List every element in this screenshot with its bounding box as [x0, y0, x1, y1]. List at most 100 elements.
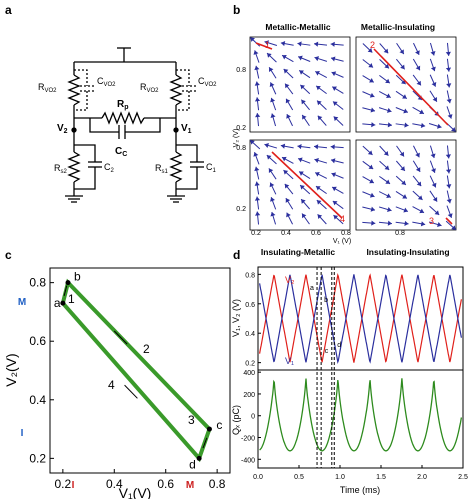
c-loop-trajectory	[60, 278, 212, 463]
c-point-label-b: b	[74, 270, 81, 284]
vf-arrow-head	[370, 206, 376, 212]
d-xtick-label: 2.0	[417, 474, 427, 481]
c-ytick-label: 0.6	[29, 334, 46, 348]
c-point-label-d: d	[189, 457, 196, 471]
vf-arrow-head	[254, 65, 260, 71]
vf-arrow-head	[284, 183, 290, 189]
panel-letter-b: b	[233, 3, 240, 17]
vf-arrow-head	[431, 182, 437, 188]
vf-arrow-head	[301, 99, 306, 105]
vf-arrow-head	[264, 142, 269, 148]
vf-arrow-head	[330, 41, 335, 47]
vf-arrow-head	[332, 86, 337, 91]
d-xtick-label: 0.0	[253, 474, 263, 481]
c-arrow-label-3: 3	[188, 413, 195, 427]
c-ylabel: V₂(V)	[3, 353, 19, 386]
vf-arrow-head	[269, 182, 275, 188]
d-series-q	[259, 378, 463, 452]
vf-arrow-head	[387, 122, 392, 128]
c-xtick-label: 0.6	[157, 477, 174, 491]
b-xlabel: V₁ (V)	[333, 238, 351, 245]
vf-arrow-head	[430, 51, 436, 56]
c-arrow-label-2: 2	[143, 342, 150, 356]
label-cc: CC	[115, 146, 127, 158]
vf-arrow-head	[298, 55, 303, 61]
vf-arrow-head	[330, 144, 335, 150]
d-legend-v2: V₂	[285, 275, 295, 285]
b-ylabel: V₂ (V)	[233, 129, 240, 148]
d-xtick-label: 0.5	[294, 474, 304, 481]
b-xtick-0.8: 0.8	[341, 230, 351, 237]
d-xtick-label: 2.5	[458, 474, 468, 481]
vf-arrow-head	[404, 220, 409, 226]
vf-arrow-head	[403, 108, 408, 114]
vf-arrow-head	[402, 194, 407, 199]
vf-arrow-head	[434, 210, 440, 215]
d-bottom-ytick-label: -200	[241, 436, 255, 443]
vf-arrow-head	[317, 214, 323, 219]
d-bottom-frame	[257, 369, 464, 469]
vf-arrow-head	[333, 215, 339, 220]
c-point-label-c: c	[216, 418, 222, 432]
vf-arrow-head	[283, 170, 289, 175]
vf-arrow-head	[446, 184, 452, 189]
vf-arrow-head	[266, 155, 272, 160]
d-xlabel: Time (ms)	[340, 485, 380, 495]
vf-arrow-head	[314, 41, 319, 47]
vf-trajectory-1	[255, 42, 273, 50]
vf-arrow-head	[430, 153, 436, 159]
trajectory-label-4: 4	[340, 214, 345, 224]
d-bottom-ytick-label: 400	[243, 370, 255, 377]
vf-arrow-head	[331, 56, 336, 62]
vf-arrow-head	[314, 144, 319, 150]
vf-arrow-head	[286, 212, 291, 218]
vf-arrow-head	[285, 83, 290, 89]
vf-arrow-head	[445, 169, 452, 174]
vf-arrow-head	[369, 92, 375, 98]
vf-arrow-head	[415, 65, 421, 71]
vf-arrow-head	[315, 171, 320, 177]
vf-arrow-head	[314, 157, 319, 163]
vf-box-ii	[355, 139, 457, 231]
vf-arrow-head	[403, 207, 408, 213]
vf-arrow-head	[385, 78, 390, 84]
vf-arrow-head	[300, 185, 305, 190]
vf-box-mm	[249, 36, 351, 133]
vf-arrow-head	[298, 157, 303, 163]
c-point-c	[206, 426, 212, 432]
vf-arrow-head	[386, 193, 391, 199]
vf-arrow-head	[400, 166, 405, 171]
vf-arrow-head	[420, 122, 426, 128]
vf-arrow-head	[400, 64, 405, 70]
phase-loop-chart: 0.2 0.2 0.4 0.4 0.6 0.6 0.8 0.8 ab c d V₂(V) V₁(V…	[3, 267, 231, 499]
vf-arrow-head	[316, 85, 321, 91]
vf-arrow-head	[254, 196, 261, 201]
d-top-ytick-label: 0.4	[245, 331, 255, 338]
trajectory-label-1: 1	[265, 40, 270, 50]
c-point-a	[60, 300, 66, 306]
c1-wire-bottom	[176, 167, 198, 190]
vf-arrow-head	[285, 198, 291, 203]
vf-arrow-head	[385, 179, 391, 184]
vf-arrow-head	[255, 211, 261, 216]
title-metallic-metallic: Metallic-Metallic	[265, 22, 330, 32]
vf-arrow-head	[387, 207, 392, 213]
vf-arrow-head	[384, 165, 390, 170]
label-rs2: Rs2	[54, 163, 68, 175]
vf-arrow-head	[399, 151, 405, 157]
vf-arrow-head	[383, 151, 389, 156]
d-point-label-c: c	[325, 348, 329, 355]
rs2-resistor	[67, 151, 81, 183]
vf-arrow-head	[332, 186, 337, 192]
vf-arrow-head	[297, 144, 302, 150]
label-rs1: Rs1	[155, 163, 169, 175]
vf-arrow-head	[270, 113, 276, 118]
d-xtick-label: 1.5	[376, 474, 386, 481]
label-rvo2-right: RVO2	[140, 82, 159, 94]
vf-arrow-head	[270, 211, 276, 217]
vf-arrow-head	[401, 180, 406, 185]
c-direction-arrow	[202, 437, 208, 449]
vf-arrow-head	[415, 50, 420, 55]
c-state-x-high: M	[186, 480, 194, 491]
